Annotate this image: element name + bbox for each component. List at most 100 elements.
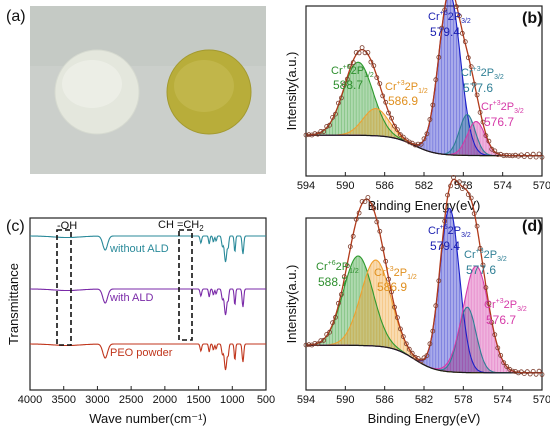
d-data-point bbox=[394, 315, 400, 321]
b-data-point bbox=[462, 39, 468, 45]
d-data-point bbox=[433, 303, 439, 309]
b-data-point bbox=[486, 138, 492, 144]
b-data-point bbox=[436, 54, 442, 60]
peak-label-b-4-value: 577.6 bbox=[463, 81, 493, 95]
d-data-point bbox=[468, 195, 474, 201]
b-data-point bbox=[389, 115, 395, 121]
d-data-point bbox=[516, 370, 521, 376]
peak-label-b-2-name: Cr+32P1/2 bbox=[385, 80, 428, 95]
d-peak-fill-2 bbox=[306, 260, 542, 373]
annotation-ch: CH =CH2 bbox=[158, 219, 204, 233]
d-data-point bbox=[495, 345, 501, 351]
d-peak-fill-5 bbox=[306, 266, 542, 373]
b-data-point bbox=[527, 154, 533, 160]
b-data-point bbox=[456, 13, 462, 19]
d-xtick-label: 570 bbox=[533, 394, 550, 406]
b-xtick-label: 594 bbox=[297, 180, 315, 192]
b-data-point bbox=[315, 131, 321, 137]
d-xtick-label: 578 bbox=[454, 394, 472, 406]
b-data-point bbox=[442, 7, 448, 13]
b-data-point bbox=[459, 30, 465, 36]
peak-label-d-5-value: 576.7 bbox=[486, 313, 516, 327]
d-baseline bbox=[306, 344, 542, 374]
d-data-point bbox=[318, 338, 324, 344]
b-data-point bbox=[507, 153, 513, 159]
fit-lines-b bbox=[303, 0, 545, 160]
d-data-point bbox=[471, 211, 477, 217]
d-data-point bbox=[453, 180, 459, 186]
peak-fills-b bbox=[306, 0, 542, 156]
d-data-point bbox=[347, 244, 353, 250]
b-data-point bbox=[504, 152, 510, 158]
b-data-point bbox=[353, 50, 359, 55]
peak-label-b-1-name: Cr+62P1/2 bbox=[331, 64, 374, 79]
d-data-point bbox=[486, 301, 492, 306]
d-data-point bbox=[456, 179, 462, 185]
ylabel-b: Intensity(a.u.) bbox=[284, 52, 299, 131]
b-data-point bbox=[397, 132, 403, 138]
d-data-point bbox=[392, 304, 397, 310]
d-data-point bbox=[321, 337, 327, 343]
panel-c: 4000 3500 3000 2500 2000 1500 1000 500 -OH CH =… bbox=[6, 217, 275, 426]
b-data-point bbox=[350, 60, 356, 65]
d-data-point bbox=[524, 369, 530, 375]
b-data-point bbox=[465, 55, 471, 61]
b-xtick-label: 586 bbox=[375, 180, 393, 192]
b-data-point bbox=[335, 100, 341, 106]
panel-d: 594 590 586 582 578 574 570 Intensity(a.u.) Bi… bbox=[284, 174, 550, 426]
d-data-point bbox=[303, 342, 309, 348]
d-data-point bbox=[324, 332, 330, 337]
d-data-point bbox=[409, 350, 415, 356]
d-xtick-label: 594 bbox=[297, 394, 315, 406]
d-data-point bbox=[445, 192, 451, 198]
d-data-point bbox=[533, 371, 539, 377]
panel-label-d: (d) bbox=[522, 218, 542, 235]
peak-label-b-3-name: Cr+62P3/2 bbox=[428, 10, 471, 25]
b-data-point bbox=[412, 142, 418, 148]
d-data-point bbox=[465, 192, 471, 197]
peak-label-b-5-value: 576.7 bbox=[484, 115, 514, 129]
x-ticks-d: 594 590 586 582 578 574 570 bbox=[297, 386, 550, 406]
b-data-point bbox=[394, 127, 400, 133]
d-data-point bbox=[442, 218, 448, 224]
b-data-point bbox=[374, 75, 380, 80]
b-data-point bbox=[330, 115, 336, 120]
b-data-point bbox=[380, 93, 386, 99]
d-data-point bbox=[397, 326, 403, 332]
c-xtick-label: 1500 bbox=[186, 394, 210, 406]
b-data-point bbox=[368, 59, 374, 65]
b-data-point bbox=[471, 81, 477, 87]
b-data-point bbox=[392, 123, 397, 129]
b-data-point bbox=[453, 4, 459, 9]
d-data-point bbox=[498, 352, 504, 358]
xlabel-b: Binding Energy(eV) bbox=[368, 198, 481, 213]
b-peak-fill-2 bbox=[306, 108, 542, 156]
b-data-point bbox=[483, 133, 489, 139]
b-data-point bbox=[495, 152, 501, 158]
d-data-point bbox=[377, 228, 383, 234]
b-xtick-label: 570 bbox=[533, 180, 550, 192]
c-xtick-label: 2500 bbox=[119, 394, 143, 406]
b-data-point bbox=[516, 153, 521, 159]
annotation-oh: -OH bbox=[57, 220, 77, 232]
d-data-point bbox=[338, 291, 344, 297]
d-data-point bbox=[536, 368, 542, 374]
b-data-point bbox=[347, 63, 353, 69]
b-data-point bbox=[371, 63, 377, 69]
d-data-point bbox=[427, 341, 433, 347]
d-data-point bbox=[504, 363, 510, 369]
d-data-point bbox=[477, 245, 483, 251]
b-data-point bbox=[539, 154, 545, 160]
d-data-point bbox=[389, 289, 395, 295]
b-data-point bbox=[421, 136, 427, 142]
d-data-point bbox=[306, 342, 312, 348]
peak-labels-b: Cr+62P1/2 588.7 Cr+32P1/2 586.9 Cr+62P3/… bbox=[331, 10, 524, 129]
peak-label-d-2-name: Cr+32P1/2 bbox=[374, 266, 417, 281]
d-envelope bbox=[306, 178, 542, 374]
panel-a: (a) bbox=[6, 6, 266, 174]
b-data-point bbox=[321, 129, 327, 134]
plot-frame-c bbox=[29, 217, 267, 391]
d-data-point bbox=[483, 285, 489, 291]
c-xtick-label: 4000 bbox=[18, 394, 42, 406]
d-data-point bbox=[335, 300, 341, 306]
